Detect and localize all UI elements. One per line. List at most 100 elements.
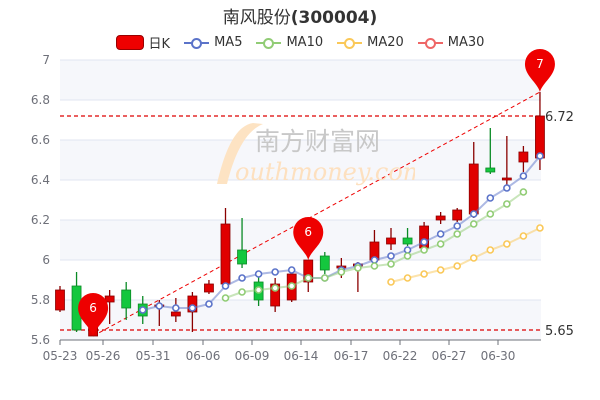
ma-point	[403, 246, 412, 254]
ma-point	[370, 262, 379, 270]
ma-point	[172, 304, 180, 312]
y-tick-label: 6	[42, 253, 50, 267]
candle-body[interactable]	[270, 283, 281, 307]
ma-point	[221, 294, 230, 302]
candle-body[interactable]	[104, 295, 115, 303]
candle-body[interactable]	[485, 167, 496, 173]
ma-point	[536, 224, 544, 232]
legend: 日K MA5 MA10 MA20 MA30	[0, 33, 600, 52]
svg-text:6: 6	[304, 225, 312, 239]
ma-point	[536, 152, 544, 160]
y-tick-label: 6.4	[31, 173, 50, 187]
ma-point	[188, 304, 197, 312]
x-tick-label: 06-09	[235, 349, 270, 363]
ma-point	[221, 282, 230, 290]
ma-point	[403, 252, 412, 260]
ma-point	[287, 266, 296, 274]
ma-point	[469, 254, 478, 262]
ma-point	[254, 286, 263, 294]
x-tick-label: 06-22	[383, 349, 418, 363]
trend-line	[92, 91, 541, 337]
candle-body[interactable]	[386, 237, 396, 245]
candle-body[interactable]	[518, 151, 529, 163]
x-tick-label: 06-30	[481, 349, 516, 363]
ma-point	[138, 306, 147, 314]
legend-label: MA5	[214, 35, 243, 50]
x-tick-label: 06-14	[284, 349, 319, 363]
candle-body[interactable]	[220, 223, 231, 285]
ma-point	[271, 268, 279, 276]
candle-body[interactable]	[402, 237, 413, 245]
line-circle-icon	[417, 37, 443, 49]
candle-body[interactable]	[468, 163, 479, 215]
legend-item-dayk[interactable]: 日K	[115, 33, 171, 52]
candle-body[interactable]	[55, 289, 65, 311]
y-tick-label: 5.8	[31, 293, 50, 307]
ma-point	[486, 246, 495, 254]
candle-body[interactable]	[501, 177, 512, 181]
legend-item-ma5[interactable]: MA5	[184, 35, 242, 50]
ma-point	[420, 246, 428, 254]
legend-item-ma20[interactable]: MA20	[337, 35, 404, 50]
ma-point	[370, 256, 379, 264]
ma-point	[503, 184, 511, 192]
line-circle-icon	[256, 37, 282, 49]
candle-legend-icon	[115, 35, 144, 50]
ma-point	[287, 282, 296, 290]
legend-item-ma10[interactable]: MA10	[256, 35, 323, 50]
x-tick-label: 06-17	[334, 349, 369, 363]
ma-point	[271, 284, 279, 292]
legend-label: MA20	[367, 35, 404, 50]
ma-point	[503, 200, 511, 208]
candle-body[interactable]	[237, 249, 247, 265]
candle-body[interactable]	[121, 289, 132, 309]
ma-point	[469, 210, 478, 218]
chart-title-name: 南风股份	[222, 8, 291, 28]
candle-body[interactable]	[452, 209, 463, 221]
pin-marker[interactable]: 7	[524, 49, 555, 92]
ma-point	[453, 230, 462, 238]
x-tick-label: 05-31	[136, 349, 171, 363]
ma-point	[205, 300, 213, 308]
ma-point	[486, 194, 495, 202]
ma-point	[337, 268, 346, 276]
ma-point	[387, 252, 395, 260]
chart-title: 南风股份(300004)	[0, 3, 600, 28]
ma-point	[155, 302, 164, 310]
ma-point	[238, 288, 246, 296]
pin-marker[interactable]: 6	[78, 293, 109, 336]
ma-point	[453, 262, 462, 270]
ma-point	[304, 274, 313, 282]
ma-point	[354, 264, 362, 272]
ma-point	[403, 274, 412, 282]
x-tick-label: 05-26	[86, 349, 121, 363]
legend-label: MA10	[286, 35, 324, 50]
candle-body[interactable]	[319, 255, 330, 271]
x-tick-label: 05-23	[43, 349, 78, 363]
legend-label: 日K	[148, 37, 171, 52]
y-tick-label: 6.6	[31, 133, 50, 147]
legend-item-ma30[interactable]: MA30	[417, 35, 484, 50]
y-tick-label: 5.6	[31, 333, 50, 347]
chart-title-code: (300004)	[290, 8, 378, 28]
ma-point	[436, 240, 445, 248]
candle-body[interactable]	[435, 215, 446, 221]
candle-body[interactable]	[170, 311, 181, 317]
reference-label: 5.65	[545, 324, 574, 339]
ma-point	[453, 222, 462, 230]
candle-body[interactable]	[535, 115, 545, 159]
x-tick-label: 06-06	[186, 349, 221, 363]
y-tick-label: 6.8	[31, 93, 50, 107]
ma-point	[387, 260, 395, 268]
ma-point	[254, 270, 263, 278]
y-tick-label: 6.2	[31, 213, 50, 227]
candle-body[interactable]	[187, 295, 198, 313]
ma-line-ma20	[390, 227, 541, 283]
ma-point	[486, 210, 495, 218]
x-tick-label: 06-27	[432, 349, 467, 363]
pin-marker[interactable]: 6	[293, 217, 324, 260]
ma-point	[238, 274, 246, 282]
ma-point	[420, 238, 428, 246]
candle-body[interactable]	[204, 283, 214, 293]
